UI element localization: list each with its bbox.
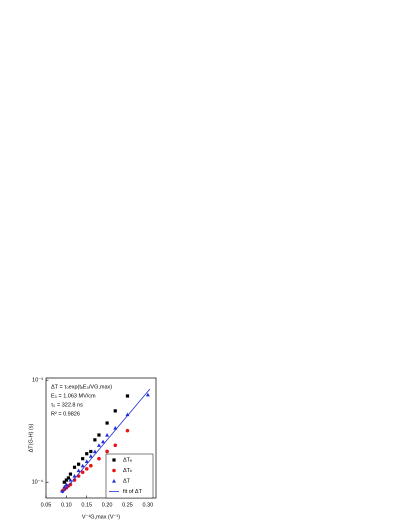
point — [145, 392, 150, 397]
point — [113, 409, 117, 413]
point — [105, 421, 109, 425]
point — [72, 474, 77, 478]
legend-label: ΔTₑ — [123, 457, 132, 463]
point — [93, 438, 97, 442]
annotation: ΔT = τ₀exp(tₑE₀/VG,max) — [51, 384, 112, 390]
x-tick-label: 0.15 — [81, 502, 92, 508]
x-tick-label: 0.30 — [142, 502, 153, 508]
point — [76, 462, 81, 466]
point — [113, 443, 118, 448]
y-axis-label: ΔT(G-H) (s) — [28, 423, 34, 452]
point — [97, 433, 101, 437]
point — [92, 449, 97, 454]
y-tick-label: 10⁻⁴ — [32, 479, 44, 486]
legend-swatch — [112, 468, 116, 473]
point — [85, 452, 89, 456]
legend-swatch — [112, 479, 116, 483]
point — [64, 482, 69, 487]
point — [72, 465, 77, 469]
x-tick-label: 0.20 — [102, 502, 113, 508]
plot-frame — [45, 377, 157, 499]
fit-line — [61, 388, 151, 494]
point — [66, 476, 71, 480]
annotation: R² = 0.9826 — [51, 411, 80, 417]
point — [105, 449, 109, 454]
point — [89, 449, 93, 454]
point — [68, 478, 73, 482]
point — [81, 457, 85, 461]
point — [80, 470, 85, 475]
point — [125, 394, 130, 398]
point — [64, 478, 68, 482]
point — [89, 463, 93, 468]
point — [88, 454, 93, 458]
point — [97, 456, 101, 461]
point — [125, 412, 130, 417]
point — [76, 468, 81, 473]
y-tick-label: 10⁻³ — [32, 378, 43, 384]
x-tick-label: 0.10 — [61, 502, 72, 508]
point — [105, 433, 110, 437]
x-tick-label: 0.05 — [41, 502, 52, 508]
legend-label: ΔT — [123, 478, 131, 484]
x-axis-label: V⁻¹G,max (V⁻¹) — [82, 514, 120, 520]
point — [68, 482, 73, 487]
legend-label: ΔTₕ — [123, 468, 133, 474]
point — [62, 480, 66, 484]
legend-label: fit of ΔT — [123, 489, 143, 495]
point — [68, 472, 73, 476]
point — [96, 443, 101, 447]
annotation: τ₀ = 322.8 ns — [51, 402, 83, 408]
point — [84, 467, 89, 471]
legend-swatch — [112, 458, 116, 462]
point — [125, 428, 130, 433]
point — [80, 463, 85, 468]
x-tick-label: 0.25 — [122, 502, 133, 508]
annotation: E₀ = 1.063 MV/cm — [51, 393, 96, 399]
point — [101, 439, 106, 444]
point — [84, 459, 89, 463]
point — [62, 484, 67, 489]
